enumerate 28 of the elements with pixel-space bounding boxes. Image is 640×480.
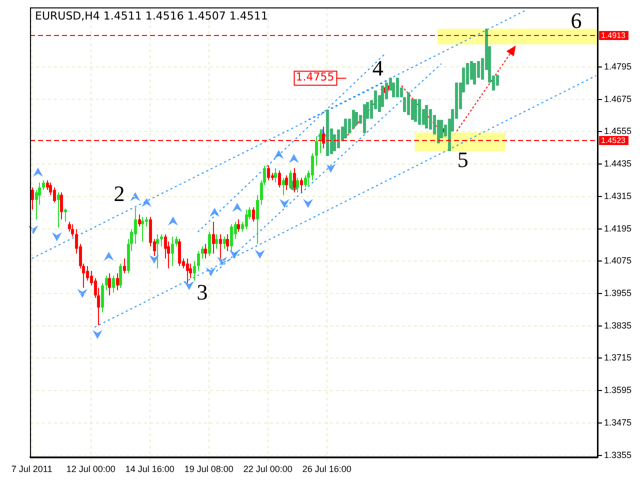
annotation: 6 — [570, 8, 582, 33]
y-tick-label: 1.4315 — [604, 190, 632, 201]
y-tick-label: 1.4555 — [604, 126, 632, 136]
ref-line-label: 1.4913 — [601, 31, 626, 40]
y-tick-label: 1.4195 — [604, 223, 632, 234]
x-tick-label: 19 Jul 08:00 — [184, 464, 234, 474]
y-tick-label: 1.3595 — [604, 385, 632, 396]
y-tick-label: 1.4675 — [604, 94, 632, 104]
annotation: 4 — [372, 55, 384, 80]
x-tick-label: 7 Jul 2011 — [11, 464, 52, 474]
x-tick-label: 14 Jul 16:00 — [125, 464, 174, 474]
annotation: 3 — [196, 280, 208, 305]
annotation: 2 — [114, 180, 125, 206]
y-tick-label: 1.3475 — [604, 417, 632, 428]
y-tick-label: 1.4075 — [604, 256, 632, 266]
y-tick-label: 1.3355 — [604, 450, 632, 460]
y-tick-label: 1.3955 — [604, 288, 632, 298]
y-tick-label: 1.4795 — [604, 61, 632, 72]
chart-title: EURUSD,H4 1.4511 1.4516 1.4507 1.4511 — [35, 9, 268, 22]
x-tick-label: 12 Jul 00:00 — [66, 464, 116, 474]
annotation: 5 — [457, 146, 468, 172]
y-tick-label: 1.4435 — [604, 158, 632, 169]
annotation: 1.4755 — [296, 70, 334, 84]
y-tick-label: 1.3715 — [604, 352, 632, 363]
x-tick-label: 26 Jul 16:00 — [302, 464, 352, 474]
x-tick-label: 22 Jul 00:00 — [243, 464, 292, 474]
y-tick-label: 1.3835 — [604, 320, 632, 330]
ref-line-label: 1.4523 — [601, 136, 626, 146]
